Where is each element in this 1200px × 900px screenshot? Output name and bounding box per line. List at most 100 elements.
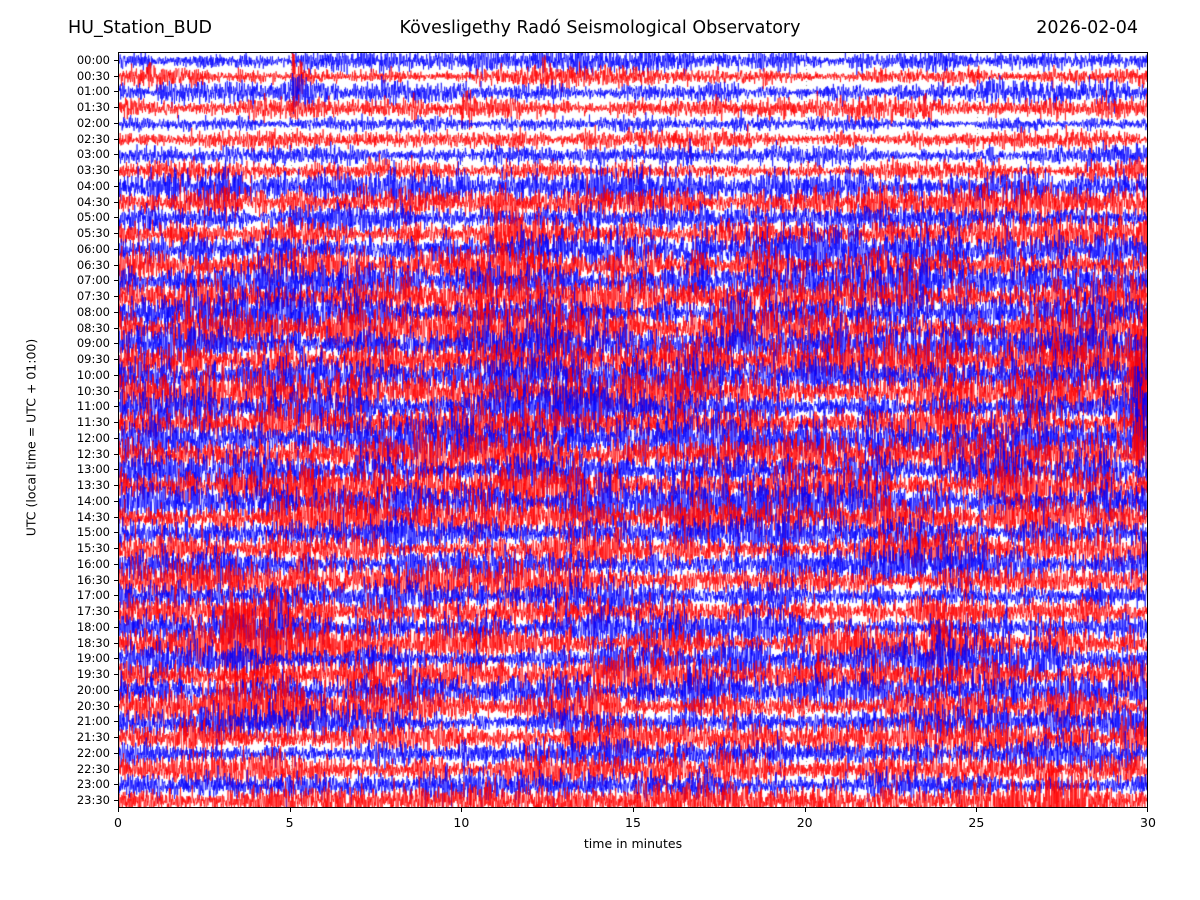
y-tick-label: 01:00 bbox=[76, 84, 110, 99]
y-tick-mark bbox=[114, 138, 118, 140]
y-tick-label: 06:00 bbox=[76, 241, 110, 256]
y-tick-mark bbox=[114, 233, 118, 235]
y-tick-mark bbox=[114, 75, 118, 77]
y-tick-mark bbox=[114, 248, 118, 250]
y-tick-label: 16:00 bbox=[76, 556, 110, 571]
y-tick-mark bbox=[114, 327, 118, 329]
y-tick-label: 15:00 bbox=[76, 525, 110, 540]
y-tick-label: 08:00 bbox=[76, 304, 110, 319]
y-tick-label: 10:00 bbox=[76, 367, 110, 382]
y-tick-label: 04:00 bbox=[76, 178, 110, 193]
x-tick-mark bbox=[461, 808, 463, 812]
y-tick-mark bbox=[114, 296, 118, 298]
x-tick-mark bbox=[804, 808, 806, 812]
y-tick-label: 12:00 bbox=[76, 430, 110, 445]
y-tick-label: 22:30 bbox=[76, 761, 110, 776]
y-tick-mark bbox=[114, 705, 118, 707]
y-tick-label: 05:30 bbox=[76, 226, 110, 241]
y-tick-mark bbox=[114, 217, 118, 219]
y-tick-label: 05:00 bbox=[76, 210, 110, 225]
y-tick-mark bbox=[114, 768, 118, 770]
y-tick-label: 03:00 bbox=[76, 147, 110, 162]
x-tick-label: 15 bbox=[625, 815, 641, 830]
y-tick-mark bbox=[114, 359, 118, 361]
x-tick-mark bbox=[118, 808, 119, 812]
x-tick-mark bbox=[633, 808, 634, 812]
y-tick-mark bbox=[114, 422, 118, 424]
y-tick-label: 21:00 bbox=[76, 714, 110, 729]
y-tick-label: 01:30 bbox=[76, 100, 110, 115]
y-tick-label: 23:30 bbox=[76, 793, 110, 808]
y-tick-label: 22:00 bbox=[76, 745, 110, 760]
y-tick-mark bbox=[114, 201, 118, 203]
y-tick-mark bbox=[114, 516, 118, 518]
y-tick-label: 14:00 bbox=[76, 493, 110, 508]
y-tick-label: 14:30 bbox=[76, 509, 110, 524]
x-tick-label: 30 bbox=[1140, 815, 1156, 830]
y-tick-label: 20:00 bbox=[76, 682, 110, 697]
y-tick-mark bbox=[114, 91, 118, 93]
y-tick-label: 15:30 bbox=[76, 541, 110, 556]
y-tick-mark bbox=[114, 170, 118, 172]
y-tick-label: 11:30 bbox=[76, 415, 110, 430]
y-tick-label: 20:30 bbox=[76, 698, 110, 713]
y-tick-label: 18:00 bbox=[76, 619, 110, 634]
y-tick-label: 02:30 bbox=[76, 131, 110, 146]
y-tick-mark bbox=[114, 579, 118, 581]
y-tick-mark bbox=[114, 752, 118, 754]
y-tick-mark bbox=[114, 374, 118, 376]
y-tick-mark bbox=[114, 311, 118, 313]
y-tick-label: 00:30 bbox=[76, 68, 110, 83]
y-tick-mark bbox=[114, 532, 118, 534]
y-tick-label: 10:30 bbox=[76, 383, 110, 398]
y-tick-mark bbox=[114, 485, 118, 487]
y-tick-label: 04:30 bbox=[76, 194, 110, 209]
x-tick-label: 5 bbox=[285, 815, 294, 830]
y-tick-mark bbox=[114, 721, 118, 723]
y-tick-label: 09:00 bbox=[76, 336, 110, 351]
y-axis-label: UTC (local time = UTC + 01:00) bbox=[23, 338, 39, 537]
y-tick-mark bbox=[114, 563, 118, 565]
y-tick-label: 13:00 bbox=[76, 462, 110, 477]
y-tick-label: 11:00 bbox=[76, 399, 110, 414]
x-axis-tick-layer: 0 5 10 15 20 25 30 bbox=[114, 808, 1156, 848]
y-tick-label: 03:30 bbox=[76, 163, 110, 178]
x-tick-label: 20 bbox=[796, 815, 813, 830]
x-tick-mark bbox=[1147, 808, 1148, 812]
y-tick-label: 07:00 bbox=[76, 273, 110, 288]
y-tick-label: 21:30 bbox=[76, 730, 110, 745]
y-tick-mark bbox=[114, 107, 118, 109]
y-axis-tick-layer: 00:00 00:30 01:00 01:30 02:00 02:30 03:00 03:30… bbox=[0, 52, 118, 808]
y-tick-mark bbox=[114, 737, 118, 739]
y-tick-mark bbox=[114, 548, 118, 550]
y-tick-label: 23:00 bbox=[76, 777, 110, 792]
y-tick-mark bbox=[114, 611, 118, 613]
y-tick-label: 07:30 bbox=[76, 289, 110, 304]
y-tick-label: 19:30 bbox=[76, 667, 110, 682]
y-tick-mark bbox=[114, 626, 118, 628]
y-tick-label: 12:30 bbox=[76, 446, 110, 461]
y-tick-mark bbox=[114, 390, 118, 392]
x-axis-label: time in minutes bbox=[583, 836, 683, 851]
y-tick-mark bbox=[114, 800, 118, 802]
plot-axes bbox=[118, 52, 1148, 808]
y-tick-mark bbox=[114, 343, 118, 345]
observatory-title: Kövesligethy Radó Seismological Observat… bbox=[399, 18, 801, 38]
y-tick-label: 09:30 bbox=[76, 352, 110, 367]
y-tick-label: 16:30 bbox=[76, 572, 110, 587]
y-tick-mark bbox=[114, 674, 118, 676]
y-tick-mark bbox=[114, 689, 118, 691]
y-tick-mark bbox=[114, 406, 118, 408]
x-tick-mark bbox=[976, 808, 978, 812]
y-tick-label: 18:30 bbox=[76, 635, 110, 650]
y-tick-label: 08:30 bbox=[76, 320, 110, 335]
x-tick-mark bbox=[289, 808, 291, 812]
y-tick-mark bbox=[114, 280, 118, 282]
y-tick-mark bbox=[114, 595, 118, 597]
y-tick-label: 13:30 bbox=[76, 478, 110, 493]
y-tick-mark bbox=[114, 154, 118, 156]
y-tick-label: 06:30 bbox=[76, 257, 110, 272]
y-tick-mark bbox=[114, 437, 118, 439]
x-tick-label: 25 bbox=[968, 815, 985, 830]
